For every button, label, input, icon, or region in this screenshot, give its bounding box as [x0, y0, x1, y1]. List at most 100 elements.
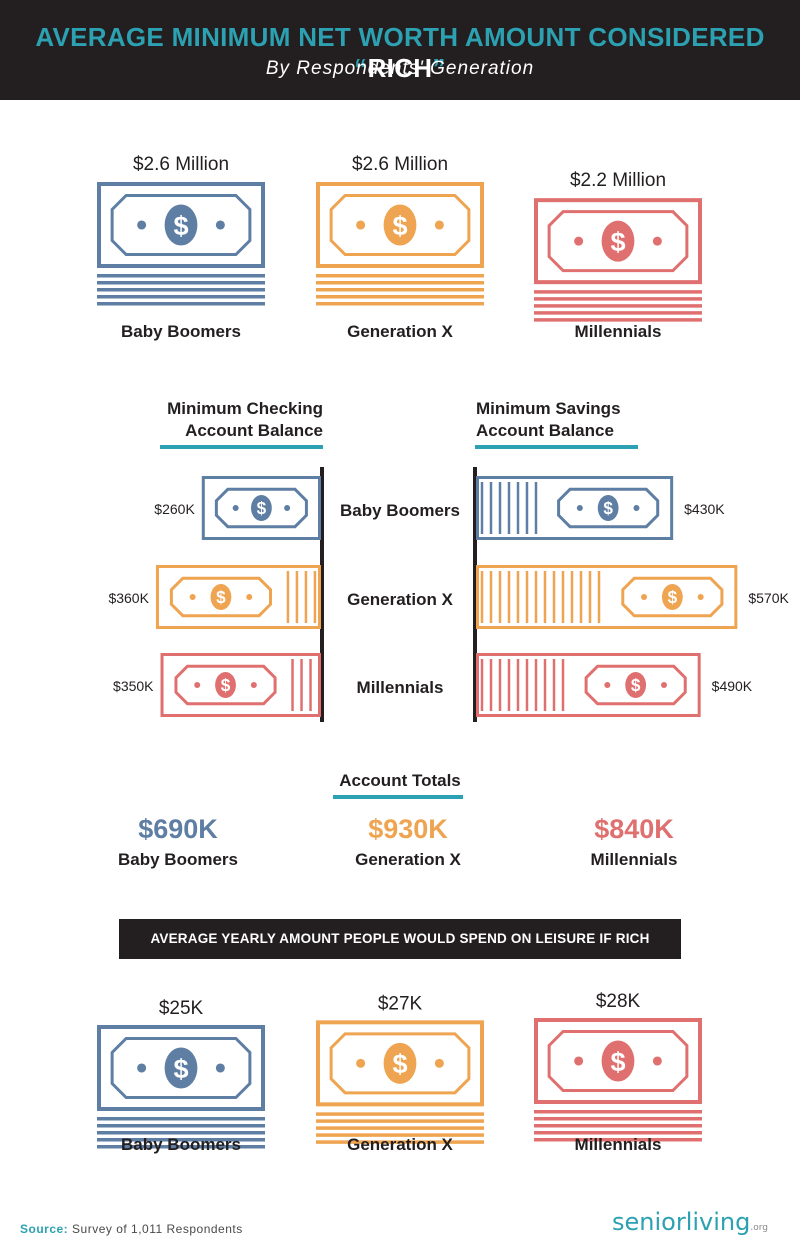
bill-medallion — [210, 584, 232, 610]
bill-medallion — [597, 495, 619, 521]
bill-stack-line — [534, 290, 702, 294]
dollar-sign-icon: $ — [216, 587, 226, 607]
bill-dot-right — [246, 594, 253, 600]
bill-outer-frame — [534, 1018, 702, 1104]
savings-bar: $ — [476, 653, 701, 717]
bill-stack-line — [316, 1140, 484, 1144]
bill-stack-line — [97, 1138, 265, 1142]
checking-bar: $ — [201, 476, 321, 540]
checking-savings-category-label: Millennials — [357, 678, 444, 697]
source-note: Source: Survey of 1,011 Respondents — [20, 1222, 243, 1236]
leisure-category-label: Millennials — [575, 1135, 662, 1154]
dollar-sign-icon: $ — [668, 587, 678, 607]
bill-stack-line — [534, 1138, 702, 1142]
bill-medallion — [661, 584, 683, 610]
bill-dot-left — [641, 594, 648, 600]
bill-outer-frame — [316, 1020, 484, 1107]
net-worth-category-label: Millennials — [575, 322, 662, 341]
bill-dot-right — [215, 1063, 225, 1073]
net-worth-value-label: $2.6 Million — [133, 154, 229, 175]
bill-inner-frame — [174, 664, 277, 706]
logo-suffix: .org — [750, 1223, 768, 1233]
bill-stack-line — [316, 1126, 484, 1130]
bill-stack-line — [534, 1131, 702, 1135]
bill-stack-line — [97, 274, 265, 278]
checking-axis — [320, 467, 324, 722]
bar-outer-frame — [476, 565, 738, 629]
bill-dot-left — [194, 682, 201, 688]
bill-stack-line — [534, 1124, 702, 1128]
dollar-sign-icon: $ — [631, 675, 641, 695]
savings-heading-line-2: Account Balance — [476, 421, 614, 440]
dollar-sign-icon: $ — [603, 498, 613, 518]
bar-outer-frame — [201, 476, 321, 540]
bill-inner-frame — [110, 1036, 252, 1100]
bill-dot-left — [356, 1058, 366, 1068]
leisure-bill-stack: $ — [316, 1020, 484, 1144]
account-total-value: $840K — [594, 814, 674, 844]
bill-medallion — [601, 220, 635, 262]
bill-stack-line — [97, 1131, 265, 1135]
bill-outer-frame — [97, 1025, 265, 1111]
dollar-sign-icon: $ — [392, 1049, 407, 1079]
savings-bar: $ — [476, 565, 738, 629]
title-open-quote: “ — [354, 53, 368, 83]
savings-heading-underline — [475, 445, 638, 449]
bill-stack-line — [97, 1145, 265, 1149]
page-subtitle: By Respondents' Generation — [265, 58, 535, 79]
bill-dot-right — [660, 682, 667, 688]
checking-heading: Minimum Checking Account Balance — [167, 399, 323, 440]
bill-dot-right — [697, 594, 704, 600]
header: AVERAGE MINIMUM NET WORTH AMOUNT CONSIDE… — [0, 0, 800, 100]
dollar-sign-icon: $ — [173, 211, 188, 241]
bill-stack-line — [316, 288, 484, 292]
savings-heading-line-1: Minimum Savings — [476, 399, 621, 418]
title-main: AVERAGE MINIMUM NET WORTH AMOUNT CONSIDE… — [35, 22, 765, 52]
bill-stack-line — [534, 304, 702, 308]
checking-heading-underline — [160, 445, 323, 449]
bar-outer-frame — [476, 476, 674, 540]
net-worth-category-label: Baby Boomers — [121, 322, 241, 341]
bill-medallion — [383, 1042, 417, 1084]
dollar-sign-icon: $ — [610, 227, 625, 257]
net-worth-bill-stack: $ — [534, 198, 702, 322]
account-totals-underline — [333, 795, 463, 799]
leisure-bill-stack: $ — [97, 1025, 265, 1149]
bill-dot-left — [137, 1063, 147, 1073]
leisure-category-label: Baby Boomers — [121, 1135, 241, 1154]
leisure-value-label: $28K — [596, 991, 641, 1012]
account-total-category-label: Millennials — [591, 850, 678, 869]
bill-dot-right — [633, 505, 640, 511]
bill-dot-right — [434, 1058, 444, 1068]
leisure-value-label: $27K — [378, 993, 423, 1014]
bill-medallion — [164, 204, 198, 246]
account-total-category-label: Baby Boomers — [118, 850, 238, 869]
bill-inner-frame — [214, 487, 308, 529]
bar-outer-frame — [476, 653, 701, 717]
savings-value-label: $570K — [748, 590, 789, 606]
bill-medallion — [601, 1040, 635, 1082]
bill-medallion — [215, 672, 236, 698]
checking-bar: $ — [160, 653, 321, 717]
dollar-sign-icon: $ — [610, 1047, 625, 1077]
leisure-value-label: $25K — [159, 998, 204, 1019]
bill-inner-frame — [584, 664, 687, 706]
bar-outer-frame — [160, 653, 321, 717]
bill-dot-left — [232, 505, 239, 511]
bill-stack-line — [316, 281, 484, 285]
checking-bar: $ — [155, 565, 321, 629]
bill-dot-right — [284, 505, 291, 511]
bill-stack-line — [534, 318, 702, 322]
net-worth-value-label: $2.2 Million — [570, 170, 666, 191]
leisure-section-title: AVERAGE YEARLY AMOUNT PEOPLE WOULD SPEND… — [119, 919, 681, 959]
bar-outer-frame — [155, 565, 321, 629]
bill-stack-line — [534, 297, 702, 301]
bill-dot-left — [576, 505, 583, 511]
net-worth-bill-stack: $ — [97, 182, 265, 306]
bill-outer-frame — [534, 198, 702, 285]
checking-value-label: $260K — [154, 501, 195, 517]
bill-stack-line — [97, 281, 265, 285]
bill-stack-line — [316, 302, 484, 306]
bill-dot-left — [574, 1056, 584, 1066]
